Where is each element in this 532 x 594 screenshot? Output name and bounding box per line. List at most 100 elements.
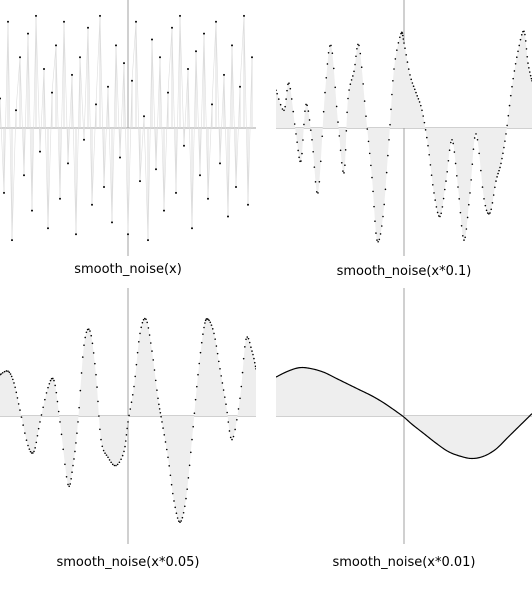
data-segment	[187, 68, 193, 229]
data-point	[51, 91, 53, 94]
data-point	[152, 359, 155, 361]
data-point	[251, 350, 253, 352]
data-point	[326, 63, 329, 65]
data-point	[116, 463, 119, 466]
data-point	[358, 44, 360, 47]
data-point	[448, 149, 451, 152]
data-point	[287, 83, 289, 86]
data-point	[253, 357, 255, 360]
data-segment	[87, 27, 93, 205]
data-point	[441, 206, 444, 208]
data-point	[72, 464, 74, 467]
data-point	[517, 50, 519, 53]
data-point	[311, 139, 313, 141]
data-point	[118, 461, 121, 464]
data-point	[527, 62, 529, 64]
data-point	[0, 373, 2, 375]
data-point	[377, 240, 379, 243]
data-point	[405, 54, 407, 56]
data-point	[199, 174, 201, 177]
data-point	[486, 212, 489, 214]
data-point	[435, 206, 438, 208]
data-point	[115, 44, 117, 47]
data-point	[380, 225, 383, 227]
data-point	[100, 438, 102, 441]
data-point	[223, 73, 225, 76]
data-point	[200, 341, 203, 344]
data-point	[62, 448, 64, 451]
data-point	[32, 452, 34, 454]
chart-panel-scaled-0-1: smooth_noise(x*0.1)	[276, 0, 532, 290]
data-point	[409, 74, 411, 76]
data-point	[285, 98, 287, 100]
data-point	[348, 89, 350, 91]
data-point	[91, 203, 93, 206]
data-point	[198, 362, 201, 365]
data-point	[135, 363, 138, 366]
data-point	[14, 386, 16, 389]
data-point	[491, 202, 494, 204]
data-point	[397, 42, 400, 44]
data-point	[342, 170, 344, 172]
data-segment	[71, 74, 77, 235]
data-point	[349, 83, 352, 85]
data-point	[415, 91, 417, 94]
data-segment	[231, 45, 237, 188]
data-point	[151, 38, 153, 41]
data-point	[73, 458, 75, 460]
data-segment	[19, 57, 25, 176]
data-segment	[163, 92, 169, 211]
data-segment	[15, 57, 21, 111]
data-point	[79, 56, 81, 59]
data-segment	[175, 15, 181, 193]
data-point	[191, 438, 193, 441]
data-point	[507, 114, 510, 117]
data-point	[111, 221, 113, 224]
data-point	[75, 233, 77, 236]
data-segment	[135, 21, 141, 182]
data-point	[163, 209, 165, 212]
data-point	[220, 375, 222, 377]
data-point	[289, 87, 292, 90]
data-segment	[239, 15, 245, 87]
data-segment	[31, 15, 37, 211]
data-point	[104, 452, 106, 454]
data-point	[180, 520, 182, 522]
data-point	[193, 412, 196, 415]
data-segment	[91, 104, 97, 205]
data-point	[139, 180, 141, 183]
data-point	[158, 403, 160, 406]
data-point	[105, 454, 108, 456]
data-point	[399, 36, 401, 39]
data-segment	[55, 45, 61, 199]
chart-scaled-0-05-plot	[0, 288, 256, 544]
data-segment	[99, 15, 105, 188]
data-segment	[103, 86, 109, 188]
data-point	[159, 411, 162, 414]
data-point	[204, 319, 207, 322]
data-point	[157, 397, 159, 400]
data-point	[139, 332, 141, 335]
data-point	[401, 32, 404, 34]
data-point	[382, 215, 384, 218]
data-point	[67, 162, 69, 165]
data-point	[107, 456, 109, 459]
data-point	[328, 45, 331, 47]
data-point	[253, 361, 256, 364]
data-point	[56, 400, 59, 403]
data-point	[248, 341, 251, 344]
data-point	[241, 371, 244, 374]
data-point	[466, 216, 469, 219]
data-point	[384, 188, 387, 191]
data-point	[113, 464, 116, 467]
data-point	[186, 488, 188, 490]
chart-scaled-0-1-title: smooth_noise(x*0.1)	[336, 264, 472, 279]
data-segment	[51, 45, 57, 93]
data-point	[426, 136, 428, 139]
data-point	[307, 110, 310, 112]
data-point	[156, 389, 158, 391]
data-point	[35, 441, 38, 444]
data-point	[372, 190, 374, 193]
data-point	[69, 483, 72, 485]
data-point	[442, 197, 445, 200]
